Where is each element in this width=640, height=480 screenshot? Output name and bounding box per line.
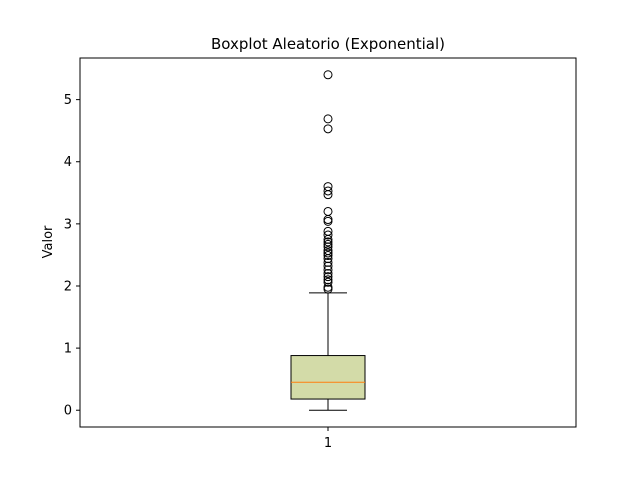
x-tick-label: 1 bbox=[324, 436, 332, 451]
box-series bbox=[290, 292, 366, 411]
outlier-point bbox=[323, 239, 333, 249]
outlier-point bbox=[323, 216, 333, 226]
outlier-point bbox=[323, 237, 333, 247]
outlier-point bbox=[323, 124, 333, 134]
y-tick-label: 0 bbox=[64, 404, 72, 419]
outlier-point bbox=[323, 190, 333, 200]
outlier-point bbox=[323, 284, 333, 294]
outlier-point bbox=[323, 242, 333, 252]
y-tick-label: 3 bbox=[64, 217, 72, 232]
chart-title: Boxplot Aleatorio (Exponential) bbox=[211, 35, 445, 53]
y-axis: 0 1 2 3 4 5 bbox=[64, 93, 80, 419]
outlier-point bbox=[323, 248, 333, 258]
outlier-point bbox=[323, 254, 333, 264]
outlier-point bbox=[323, 269, 333, 279]
outlier-point bbox=[323, 234, 333, 244]
y-axis-label: Valor bbox=[41, 225, 56, 258]
outlier-point bbox=[323, 261, 333, 271]
outlier-point bbox=[323, 251, 333, 261]
y-tick-label: 2 bbox=[64, 279, 72, 294]
outlier-point bbox=[323, 275, 333, 285]
outlier-point bbox=[323, 70, 333, 80]
y-tick-label: 4 bbox=[64, 155, 72, 170]
y-tick-label: 5 bbox=[64, 93, 72, 108]
outlier-point bbox=[323, 277, 333, 287]
outlier-point bbox=[323, 114, 333, 124]
outlier-point bbox=[323, 257, 333, 267]
outlier-point bbox=[323, 272, 333, 282]
outlier-point bbox=[323, 265, 333, 275]
outlier-point bbox=[323, 230, 333, 240]
outlier-point bbox=[323, 186, 333, 196]
iqr-box bbox=[290, 355, 366, 400]
y-tick-label: 1 bbox=[64, 342, 72, 357]
outlier-series bbox=[323, 70, 333, 294]
x-axis: 1 bbox=[324, 427, 332, 451]
